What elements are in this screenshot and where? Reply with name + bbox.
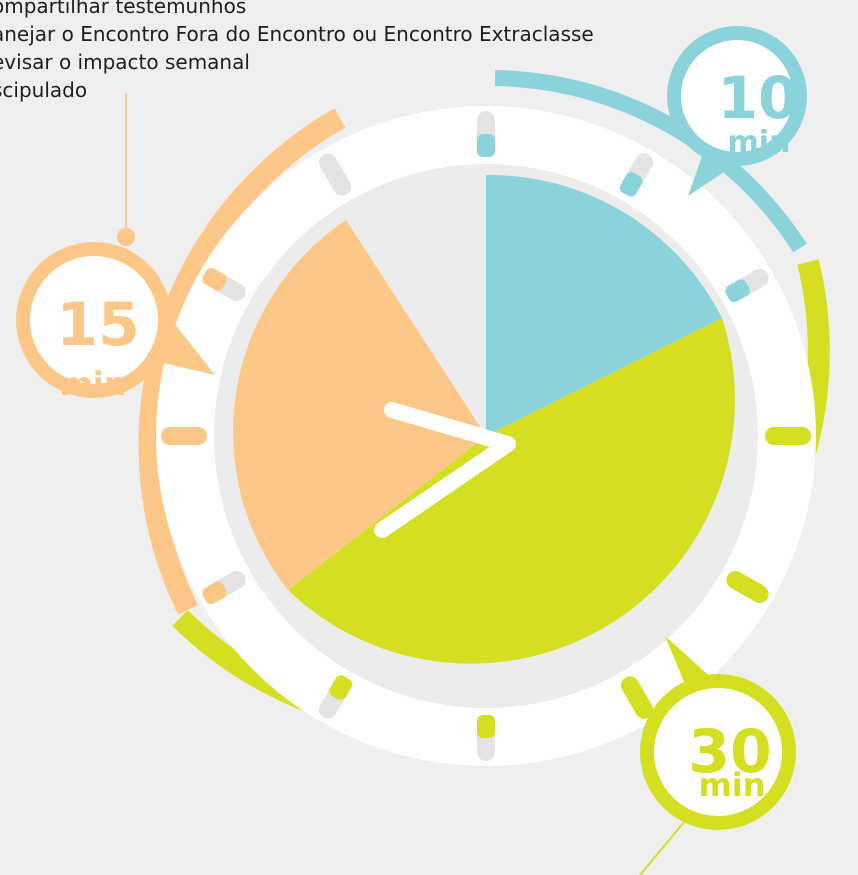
agenda-line-4: scipulado bbox=[0, 78, 88, 102]
badge-15-min: 15 min bbox=[16, 242, 215, 403]
tick-color-accents bbox=[161, 134, 811, 738]
blue-outer-arc bbox=[494, 70, 807, 253]
blue-wedge bbox=[486, 174, 722, 437]
badge-30-min: 30 min bbox=[640, 636, 796, 830]
badge-10-min: 10 min bbox=[667, 26, 807, 196]
badge-30-unit: min bbox=[698, 766, 765, 804]
agenda-line-2: anejar o Encontro Fora do Encontro ou En… bbox=[0, 22, 594, 46]
badge-10-number: 10 bbox=[718, 64, 799, 132]
agenda-line-3: evisar o impacto semanal bbox=[0, 50, 250, 74]
orange-wedge bbox=[232, 220, 486, 590]
green-wedge bbox=[288, 318, 735, 664]
badge-15-number: 15 bbox=[56, 290, 140, 360]
hour-hand bbox=[384, 402, 516, 452]
minute-hand bbox=[374, 436, 516, 538]
badge-15-unit: min bbox=[59, 365, 126, 403]
agenda-line-1: ompartilhar testemunhos bbox=[0, 0, 247, 18]
orange-connector-dot bbox=[117, 228, 135, 246]
badge-10-unit: min bbox=[728, 125, 791, 160]
badge-30-number: 30 bbox=[688, 717, 772, 787]
